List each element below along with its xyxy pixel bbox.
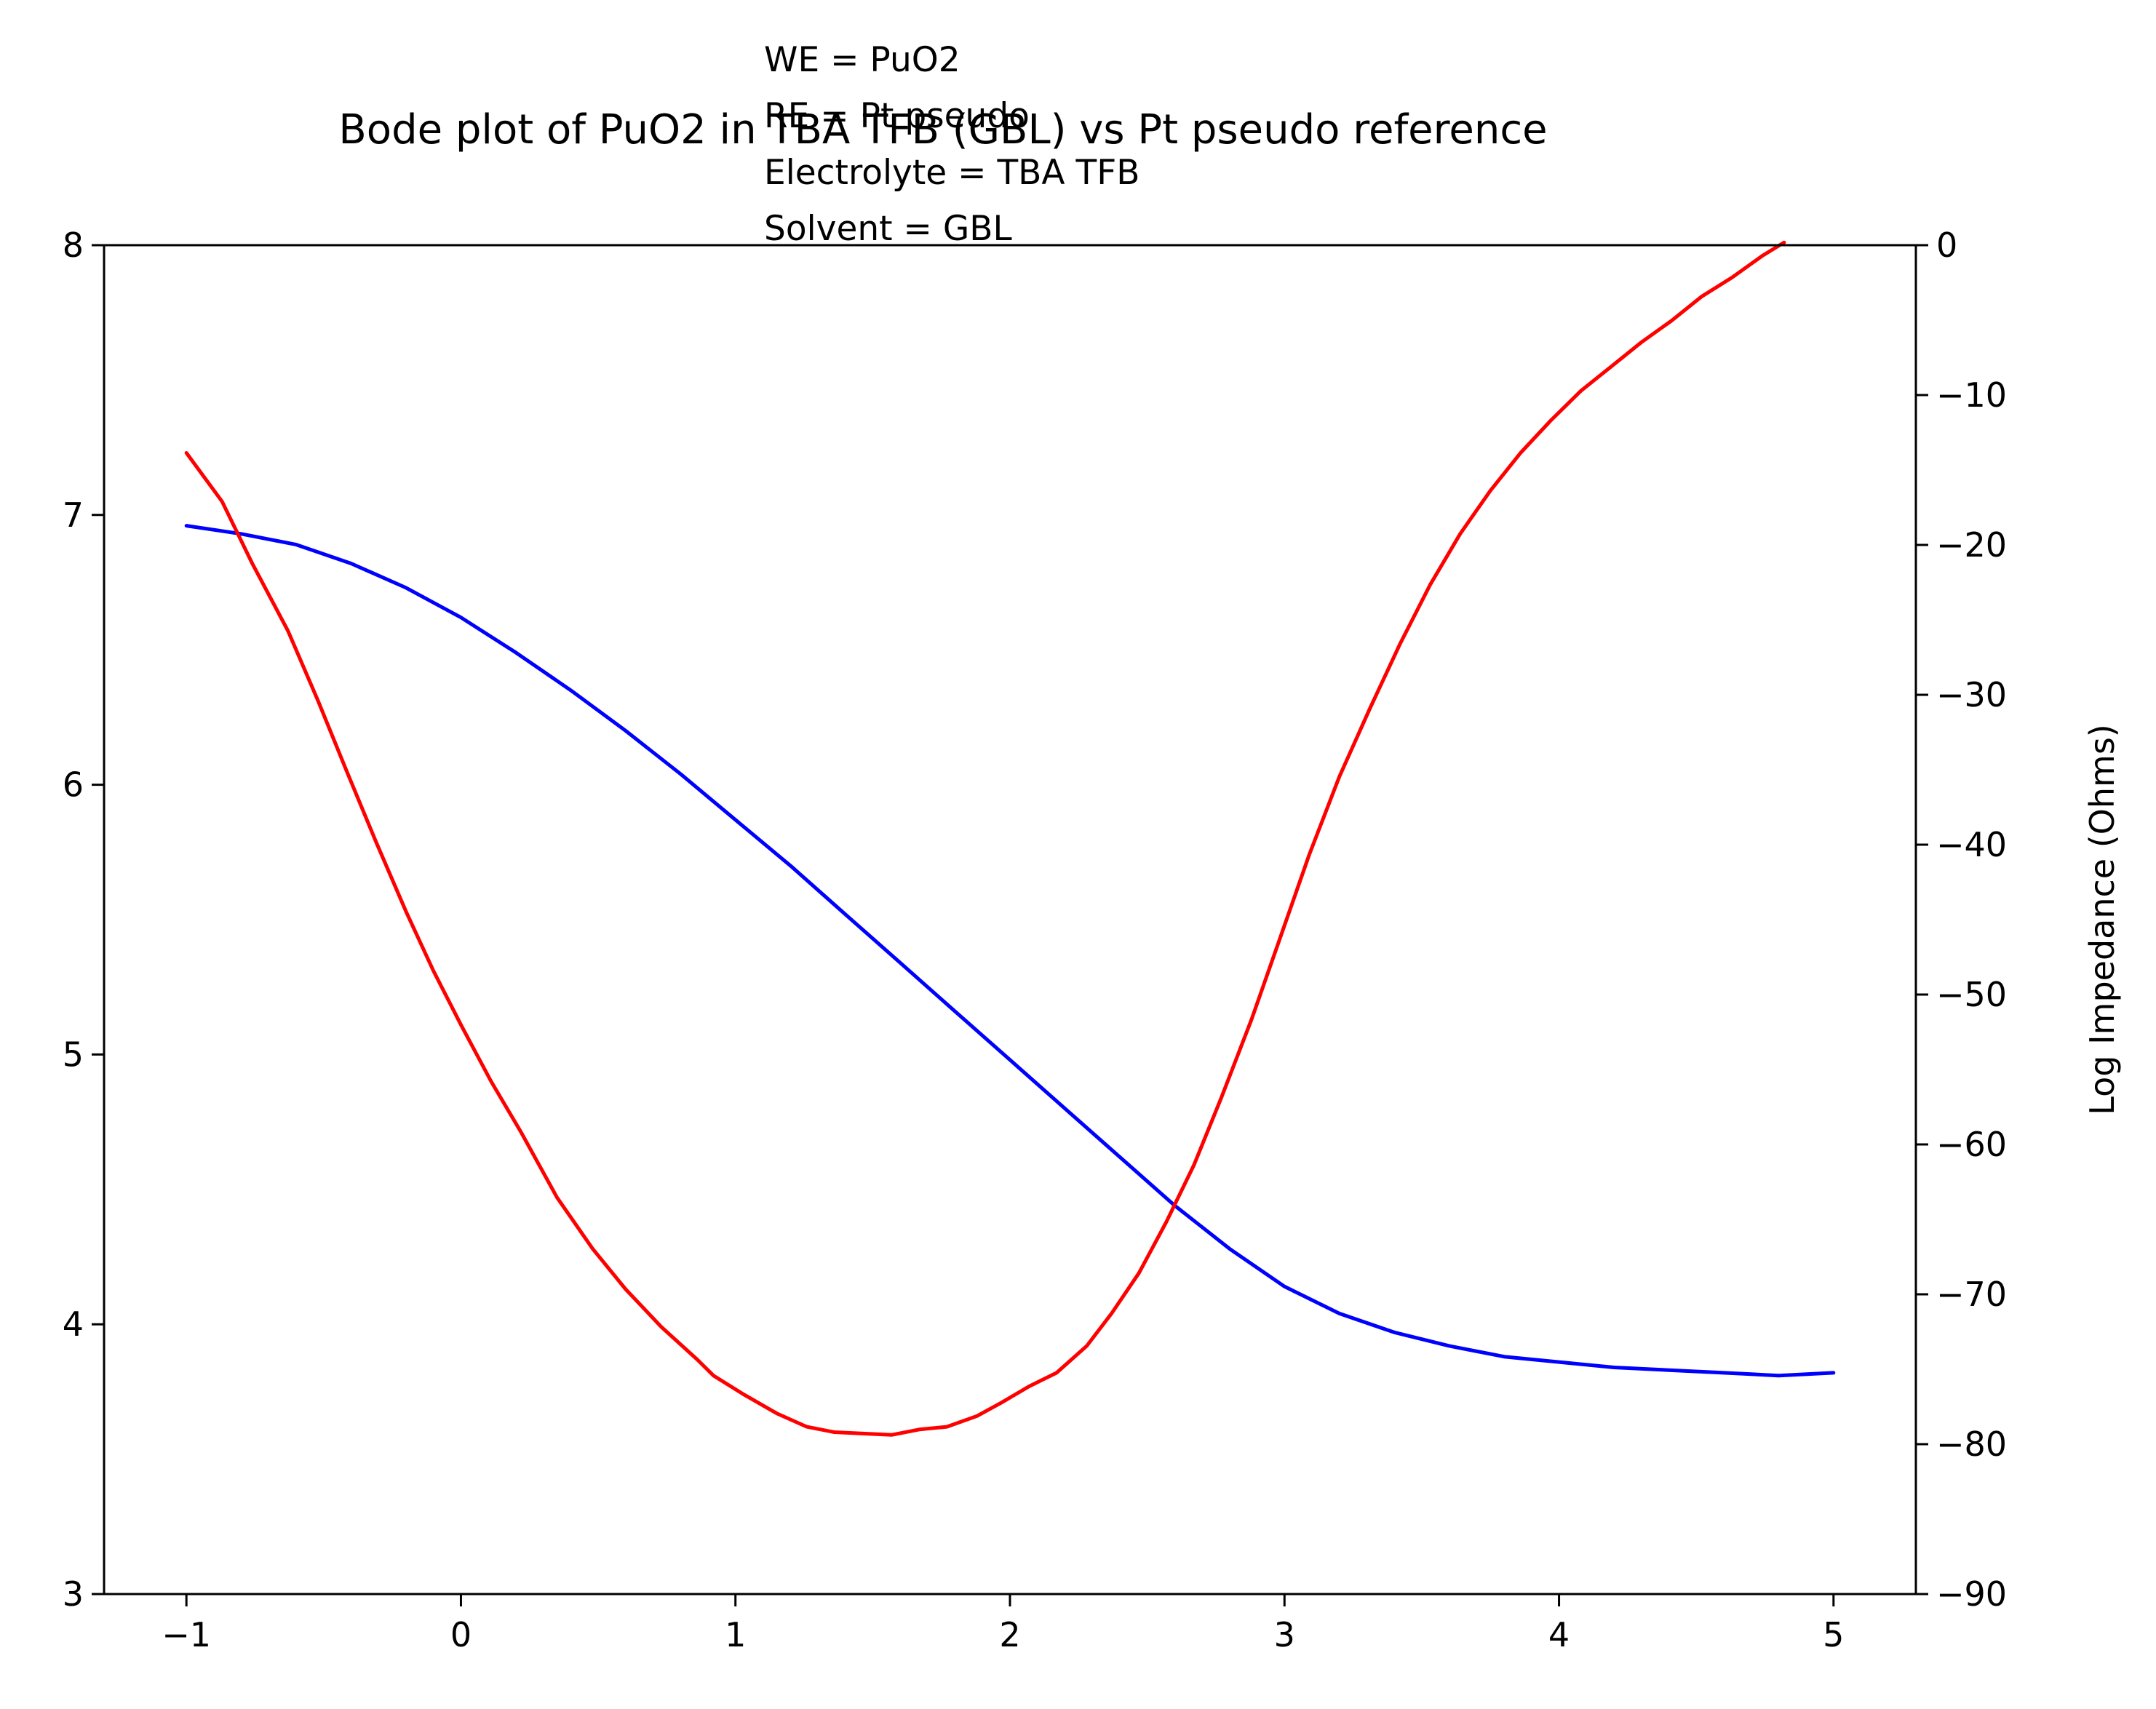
y-right-tick-label: −90 [1936,1574,2007,1614]
plot-background [104,245,1916,1594]
y-axis-right-ticks: −90 −80 −70 −60 −50 −40 −30 −20 −10 0 [1916,226,2007,1614]
y-right-tick-label: −50 [1936,975,2007,1014]
annotation-line-electrolyte: Electrolyte = TBA TFB [764,153,1140,193]
x-tick-label: 4 [1548,1615,1570,1654]
series-line-2 [184,240,1786,1437]
y-right-tick-label: −80 [1936,1425,2007,1464]
y-right-tick-label: −20 [1936,525,2007,565]
y-left-tick-label: 5 [63,1035,84,1074]
y-left-tick-label: 6 [63,765,84,805]
annotation-line-re: RE = Pt pseudo [764,96,1030,136]
chart-title: Bode plot of PuO2 in TBA TFB (GBL) vs Pt… [338,106,1547,154]
y-right-tick-label: −30 [1936,675,2007,714]
y-left-tick-label: 3 [63,1574,84,1614]
y-left-tick-label: 7 [63,495,84,535]
x-tick-label: 3 [1274,1615,1295,1654]
y-axis-left-ticks: 3 4 5 6 7 8 [63,226,104,1614]
y-axis-right-label: Log Impedance (Ohms) [2083,724,2122,1115]
x-tick-label: −1 [162,1615,211,1654]
y-left-tick-label: 4 [63,1304,84,1344]
annotation-block: WE = PuO2 RE = Pt pseudo Electrolyte = T… [764,40,1140,249]
x-tick-label: 1 [725,1615,746,1654]
y-right-tick-label: −40 [1936,825,2007,864]
y-right-tick-label: −10 [1936,375,2007,415]
y-right-tick-label: −70 [1936,1275,2007,1314]
plot-area [103,240,1917,1596]
y-right-tick-label: −60 [1936,1125,2007,1164]
series-line-1 [184,524,1836,1378]
y-left-tick-label: 8 [63,226,84,265]
x-tick-label: 5 [1823,1615,1844,1654]
annotation-line-solvent: Solvent = GBL [764,209,1012,249]
x-axis-ticks: −1 0 1 2 3 4 5 [162,1594,1844,1654]
y-right-tick-label: 0 [1936,226,1957,265]
x-tick-label: 0 [450,1615,472,1654]
annotation-line-we: WE = PuO2 [764,40,960,80]
series-layer [184,240,1836,1437]
x-tick-label: 2 [999,1615,1020,1654]
